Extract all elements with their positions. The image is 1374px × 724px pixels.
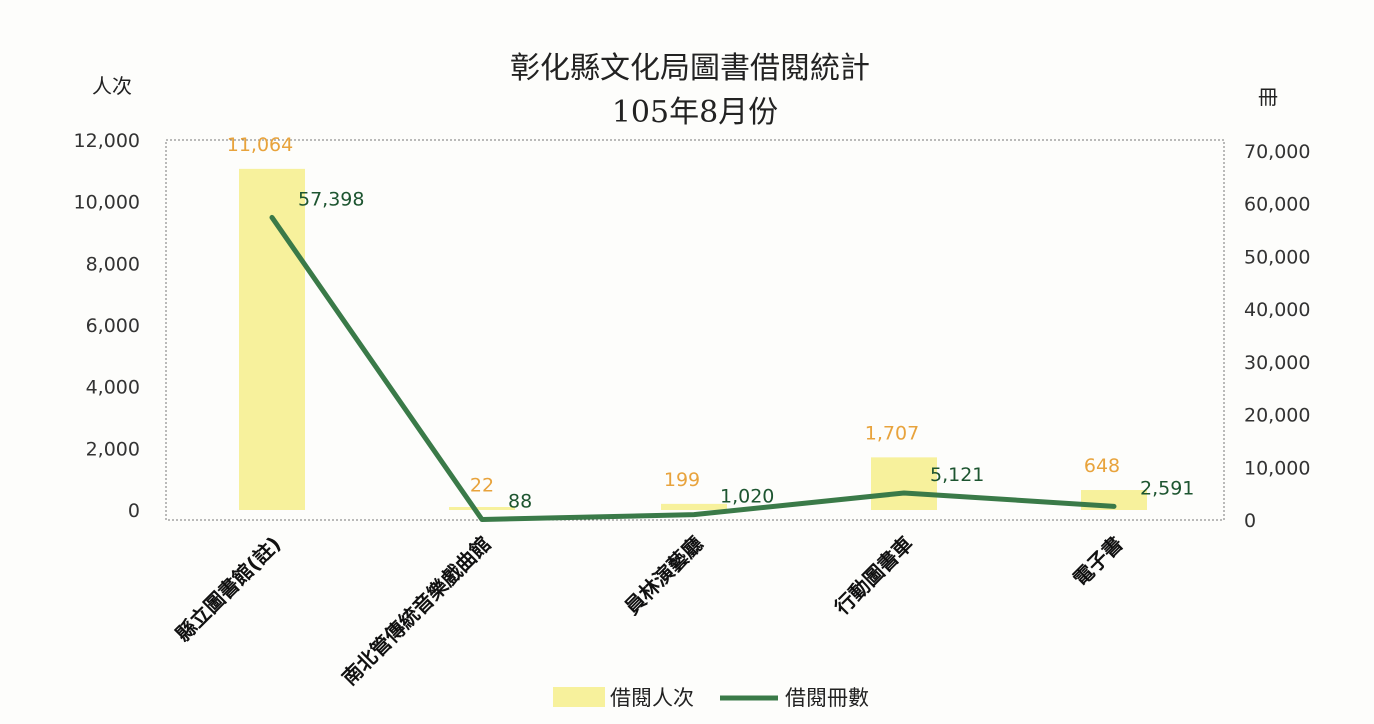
line-data-label: 88 [508, 491, 532, 513]
chart-title: 彰化縣文化局圖書借閱統計 [510, 51, 870, 86]
right-axis-tick: 70,000 [1244, 141, 1310, 163]
line-data-label: 5,121 [930, 464, 984, 486]
bar-data-label: 648 [1084, 455, 1120, 477]
right-axis-tick: 0 [1244, 510, 1256, 532]
right-axis-tick: 10,000 [1244, 457, 1310, 479]
bar [661, 503, 727, 510]
left-axis-tick: 0 [128, 500, 140, 522]
left-axis-unit: 人次 [92, 74, 132, 98]
line-data-label: 57,398 [298, 188, 364, 210]
left-axis-tick: 4,000 [86, 377, 140, 399]
right-axis-tick: 50,000 [1244, 246, 1310, 268]
category-label: 電子書 [1068, 532, 1127, 591]
bar [871, 457, 937, 510]
left-axis-tick: 10,000 [74, 192, 140, 214]
category-label: 縣立圖書館(註) [171, 532, 286, 647]
plot-area-border [165, 139, 1225, 521]
bar-data-label: 11,064 [227, 134, 293, 156]
category-label: 員林演藝廳 [619, 532, 707, 620]
category-label: 南北管傳統音樂戲曲館 [337, 532, 495, 690]
legend-swatch-bar [553, 687, 605, 707]
line-data-label: 2,591 [1140, 477, 1194, 499]
legend-label-line: 借閱冊數 [785, 686, 869, 710]
left-axis-tick: 6,000 [86, 315, 140, 337]
right-axis-tick: 20,000 [1244, 405, 1310, 427]
bar [449, 507, 515, 510]
left-axis-tick: 12,000 [74, 130, 140, 152]
category-label: 行動圖書車 [829, 532, 917, 620]
right-axis-tick: 40,000 [1244, 299, 1310, 321]
bar [239, 168, 305, 511]
right-axis-unit: 冊 [1258, 85, 1278, 109]
legend-label-bar: 借閱人次 [610, 686, 694, 710]
right-axis-tick: 60,000 [1244, 194, 1310, 216]
line-data-label: 1,020 [720, 486, 774, 508]
chart-subtitle: 105年8月份 [612, 95, 778, 130]
bar-data-label: 1,707 [865, 422, 919, 444]
left-axis-tick: 2,000 [86, 438, 140, 460]
bar-data-label: 199 [664, 469, 700, 491]
right-axis-tick: 30,000 [1244, 352, 1310, 374]
series-line [269, 214, 1117, 523]
left-axis-tick: 8,000 [86, 253, 140, 275]
bar-data-label: 22 [470, 474, 494, 496]
